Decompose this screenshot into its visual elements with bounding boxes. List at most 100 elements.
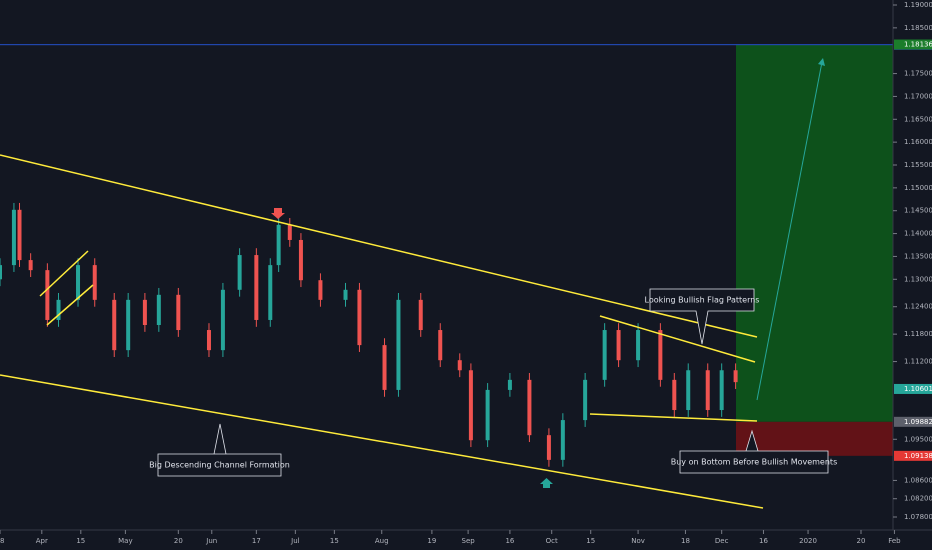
candle-body — [343, 289, 348, 300]
candle-body — [672, 379, 677, 411]
candles — [0, 202, 738, 467]
price-tag: 1.09138 — [894, 450, 932, 461]
candle-body — [733, 370, 738, 383]
candle-body — [237, 255, 242, 290]
sell-marker — [271, 208, 285, 219]
projection — [271, 58, 825, 488]
y-tick-label: 1.15000 — [904, 184, 932, 192]
x-tick-label: Dec — [715, 537, 729, 545]
y-tick-label: 1.18500 — [904, 24, 932, 32]
x-tick-label: 20 — [857, 537, 866, 545]
x-tick-label: Sep — [462, 537, 476, 545]
candle-body — [156, 294, 161, 325]
y-tick-label: 1.08200 — [904, 495, 932, 503]
candle-body — [17, 209, 22, 261]
candle-body — [546, 435, 551, 460]
y-tick-label: 1.17000 — [904, 92, 932, 100]
candle-body — [457, 360, 462, 371]
candle-body — [658, 330, 663, 380]
price-tag-box — [894, 416, 932, 427]
annotation: Big Descending Channel Formation — [149, 461, 290, 470]
candle-body — [268, 265, 273, 320]
candle-body — [357, 289, 362, 346]
candle-body — [112, 299, 117, 351]
candle-body — [45, 270, 50, 320]
x-tick-label: 20 — [174, 537, 183, 545]
target-zone — [736, 44, 893, 422]
candle-body — [468, 370, 473, 441]
position-zones — [0, 44, 893, 456]
y-tick-label: 1.12400 — [904, 303, 932, 311]
candle-body — [485, 389, 490, 441]
y-tick-label: 1.19000 — [904, 1, 932, 9]
channel-top — [0, 154, 758, 338]
y-tick-label: 1.07800 — [904, 513, 932, 521]
candle-body — [382, 345, 387, 390]
annotation: Buy on Bottom Before Bullish Movements — [671, 458, 837, 467]
x-tick-label: 18 — [681, 537, 690, 545]
price-tag-label: 1.09138 — [904, 452, 932, 460]
candle-body — [0, 265, 2, 280]
x-tick-label: 16 — [759, 537, 768, 545]
y-tick-label: 1.16500 — [904, 115, 932, 123]
buy-marker — [540, 478, 553, 488]
price-tag-label: 1.10601 — [904, 385, 932, 393]
candle-body — [142, 299, 147, 325]
x-tick-label: Jun — [205, 537, 217, 545]
x-tick-label: Oct — [546, 537, 558, 545]
candle-body — [56, 299, 61, 320]
projection-arrow — [756, 61, 823, 401]
candle-body — [76, 265, 81, 300]
candle-body — [176, 294, 181, 331]
candle-body — [126, 299, 131, 351]
candle-body — [276, 224, 281, 266]
y-tick-label: 1.14500 — [904, 207, 932, 215]
price-tag-label: 1.09882 — [904, 418, 932, 426]
candle-body — [92, 265, 97, 300]
candle-body — [616, 330, 621, 361]
arrow-head — [818, 58, 825, 66]
candle-body — [705, 370, 710, 411]
candle-body — [583, 379, 588, 421]
y-tick-label: 1.13500 — [904, 252, 932, 260]
x-tick-label: 15 — [586, 537, 595, 545]
candle-body — [254, 255, 259, 320]
x-tick-label: Jul — [290, 537, 300, 545]
y-tick-label: 1.11800 — [904, 330, 932, 338]
y-tick-label: 1.14000 — [904, 230, 932, 238]
x-tick-label: May — [118, 537, 132, 545]
x-tick-label: 16 — [505, 537, 514, 545]
drawings — [0, 154, 764, 509]
candle-body — [28, 260, 33, 271]
y-tick-label: 1.11200 — [904, 358, 932, 366]
candle-body — [206, 330, 211, 351]
x-tick-label: 19 — [427, 537, 436, 545]
x-tick-label: Feb — [888, 537, 901, 545]
price-tag: 1.09882 — [894, 416, 932, 427]
candle-body — [220, 289, 225, 351]
x-tick-label: Aug — [375, 537, 389, 545]
y-tick-label: 1.17500 — [904, 70, 932, 78]
candle-body — [686, 370, 691, 411]
annotation: Looking Bullish Flag Patterns — [645, 296, 760, 305]
candle-body — [298, 239, 303, 281]
candle-body — [636, 330, 641, 361]
x-tick-label: 17 — [252, 537, 261, 545]
price-tag: 1.10601 — [894, 383, 932, 394]
candle-body — [527, 379, 532, 436]
stop-zone — [736, 421, 893, 456]
callout-box — [679, 429, 829, 474]
callout-box — [649, 288, 755, 345]
callouts — [157, 288, 829, 477]
candle-body — [438, 330, 443, 361]
candle-body — [418, 299, 423, 331]
price-tag: 1.18136 — [894, 39, 932, 50]
candle-body — [396, 299, 401, 390]
candle-body — [318, 280, 323, 300]
y-tick-label: 1.16000 — [904, 138, 932, 146]
small-flag-bottom — [46, 284, 94, 326]
y-tick-label: 1.15500 — [904, 161, 932, 169]
flag-bottom — [589, 413, 758, 422]
